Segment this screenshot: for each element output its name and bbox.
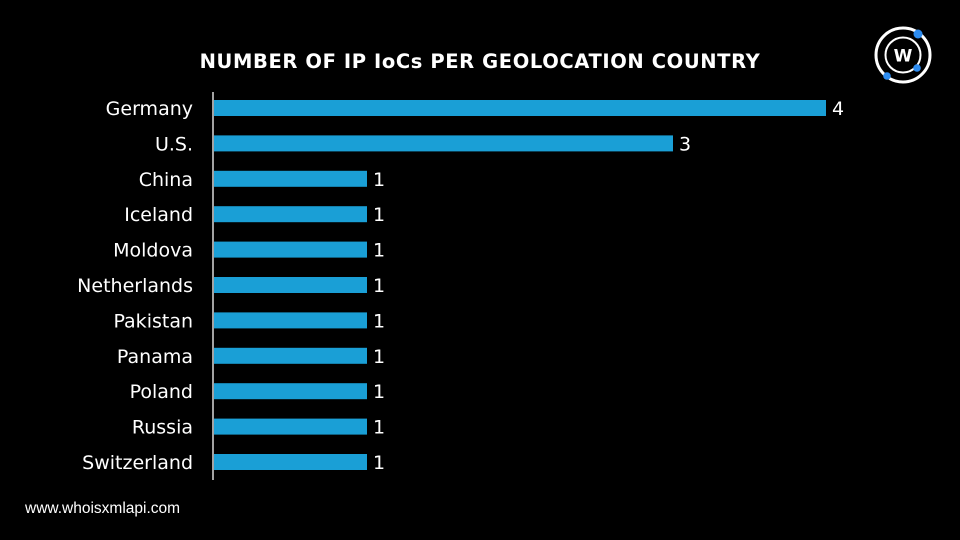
bar-germany bbox=[214, 100, 826, 116]
data-label: 1 bbox=[373, 169, 385, 191]
data-label: 1 bbox=[373, 381, 385, 403]
bar-iceland bbox=[214, 206, 367, 223]
data-label: 1 bbox=[373, 452, 385, 474]
bar-switzerland bbox=[214, 454, 367, 470]
whoisxmlapi-logo-icon: W bbox=[872, 24, 934, 86]
category-label: Iceland bbox=[124, 204, 193, 226]
data-label: 4 bbox=[832, 98, 844, 120]
data-label: 1 bbox=[373, 417, 385, 439]
category-label: Germany bbox=[106, 98, 193, 120]
category-label: China bbox=[139, 169, 193, 191]
category-label: Russia bbox=[132, 417, 193, 439]
bar-u-s bbox=[214, 135, 673, 152]
category-label: Netherlands bbox=[77, 275, 193, 297]
bar-moldova bbox=[214, 241, 367, 258]
category-label: Panama bbox=[117, 346, 193, 368]
data-label: 1 bbox=[373, 346, 385, 368]
category-label: U.S. bbox=[155, 133, 193, 155]
bar-panama bbox=[214, 347, 367, 364]
website-url: www.whoisxmlapi.com bbox=[25, 500, 181, 517]
category-label: Switzerland bbox=[82, 452, 193, 474]
bar-russia bbox=[214, 418, 367, 435]
bar-poland bbox=[214, 383, 367, 400]
bar-pakistan bbox=[214, 312, 367, 329]
data-label: 1 bbox=[373, 240, 385, 262]
category-label: Poland bbox=[130, 381, 193, 403]
data-label: 1 bbox=[373, 275, 385, 297]
bar-netherlands bbox=[214, 277, 367, 293]
data-label: 3 bbox=[679, 133, 691, 155]
svg-text:W: W bbox=[894, 47, 913, 67]
data-label: 1 bbox=[373, 204, 385, 226]
chart-title: NUMBER OF IP IoCs PER GEOLOCATION COUNTR… bbox=[199, 50, 761, 73]
data-label: 1 bbox=[373, 310, 385, 332]
category-label: Moldova bbox=[113, 240, 193, 262]
bar-china bbox=[214, 170, 367, 187]
category-label: Pakistan bbox=[113, 310, 193, 332]
